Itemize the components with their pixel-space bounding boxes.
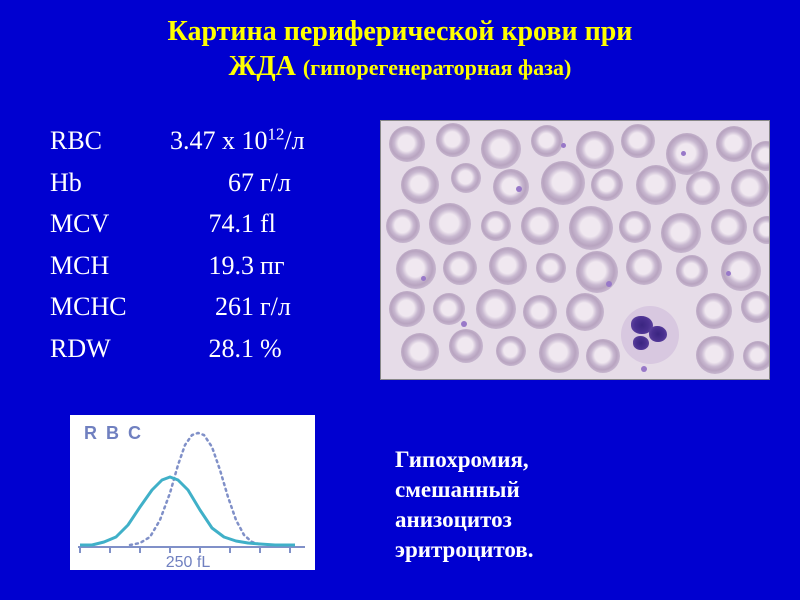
annotation-text: Гипохромия, смешанный анизоцитоз эритроц… [395,445,533,565]
annotation-line: анизоцитоз [395,505,533,535]
title-line2: ЖДА (гипорегенераторная фаза) [40,49,760,84]
slide-title: Картина периферической крови при ЖДА (ги… [0,0,800,92]
m-unit: % [260,328,282,370]
title-line1: Картина периферической крови при [40,14,760,49]
m-value: 28.1 [170,328,260,370]
m-label: MCH [50,245,170,287]
rbc-histogram: R B C 250 fL [70,415,315,570]
m-label: MCHC [50,286,170,328]
m-unit: пг [260,245,285,287]
m-value: 19.3 [170,245,260,287]
m-value: 74.1 [170,203,260,245]
svg-text:R B C: R B C [84,423,143,443]
m-value: 3.47 x 1012/л [170,120,305,162]
m-label: MCV [50,203,170,245]
microscopy-image [380,120,770,380]
m-label: RDW [50,328,170,370]
title-subtitle: (гипорегенераторная фаза) [303,55,571,80]
m-unit: г/л [260,286,291,328]
title-bold: ЖДА [229,51,296,82]
measurement-row: MCV 74.1 fl [50,203,380,245]
m-value: 261 [170,286,260,328]
m-label: RBC [50,120,170,162]
svg-text:250 fL: 250 fL [166,554,211,570]
m-label: Hb [50,162,170,204]
m-value: 67 [170,162,260,204]
m-unit: г/л [260,162,291,204]
measurement-list: RBC 3.47 x 1012/л Hb 67 г/л MCV 74.1 fl … [50,120,380,380]
measurement-row: MCH 19.3 пг [50,245,380,287]
annotation-line: смешанный [395,475,533,505]
m-unit: fl [260,203,276,245]
annotation-line: эритроцитов. [395,535,533,565]
measurement-row: RDW 28.1 % [50,328,380,370]
measurement-row: RBC 3.47 x 1012/л [50,120,380,162]
measurement-row: MCHC 261 г/л [50,286,380,328]
annotation-line: Гипохромия, [395,445,533,475]
chart-svg: R B C 250 fL [70,415,315,570]
measurement-row: Hb 67 г/л [50,162,380,204]
